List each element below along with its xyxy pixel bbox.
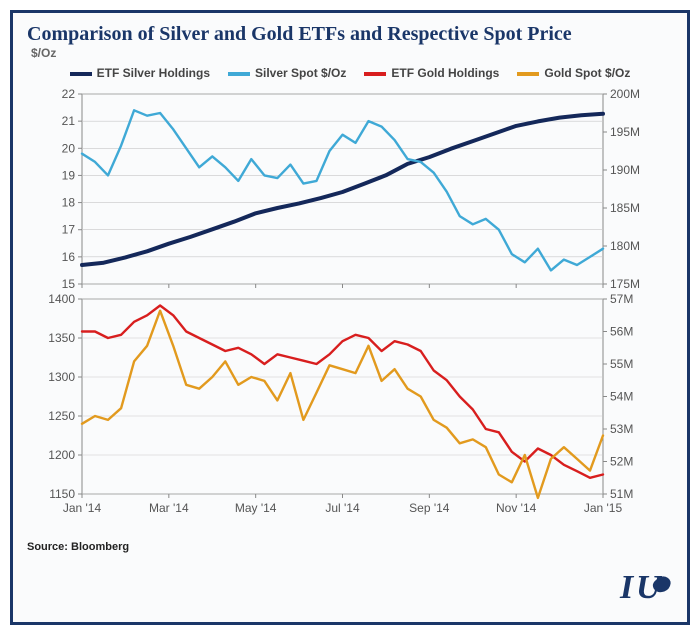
- svg-text:Jan '15: Jan '15: [584, 501, 623, 515]
- svg-text:20: 20: [62, 141, 76, 155]
- svg-text:17: 17: [62, 223, 76, 237]
- legend-swatch: [517, 72, 539, 76]
- svg-text:15: 15: [62, 277, 76, 288]
- svg-text:1150: 1150: [49, 487, 75, 501]
- svg-text:Jul '14: Jul '14: [325, 501, 360, 515]
- svg-text:195M: 195M: [610, 125, 640, 139]
- svg-text:1200: 1200: [48, 448, 75, 462]
- svg-text:May '14: May '14: [235, 501, 277, 515]
- svg-text:175M: 175M: [610, 277, 640, 288]
- svg-text:19: 19: [62, 168, 76, 182]
- figure-frame: Comparison of Silver and Gold ETFs and R…: [10, 10, 690, 625]
- svg-text:57M: 57M: [610, 293, 633, 306]
- gold-chart: 1150 1200 1250 1300 1350 1400 51M 52M 53M 54M 55M 5…: [27, 293, 659, 528]
- legend-item: ETF Silver Holdings: [70, 66, 210, 80]
- svg-text:180M: 180M: [610, 239, 640, 253]
- charts-container: 15 16 17 18 19 20 21 22 175M 180M 185M 190M 195M 200M…: [27, 88, 673, 533]
- figure-root: Comparison of Silver and Gold ETFs and R…: [0, 0, 700, 635]
- legend-label: ETF Silver Holdings: [97, 66, 210, 80]
- svg-text:1350: 1350: [48, 331, 75, 345]
- silver-chart: 15 16 17 18 19 20 21 22 175M 180M 185M 190M 195M 200M: [27, 88, 659, 288]
- legend-swatch: [228, 72, 250, 76]
- svg-text:56M: 56M: [610, 325, 633, 339]
- legend-label: Silver Spot $/Oz: [255, 66, 346, 80]
- legend-item: Silver Spot $/Oz: [228, 66, 346, 80]
- svg-text:1400: 1400: [48, 293, 75, 306]
- svg-text:21: 21: [62, 114, 76, 128]
- legend-swatch: [70, 72, 92, 76]
- svg-text:185M: 185M: [610, 201, 640, 215]
- svg-text:51M: 51M: [610, 487, 633, 501]
- svg-text:Nov '14: Nov '14: [496, 501, 537, 515]
- svg-text:I: I: [619, 569, 635, 606]
- legend-item: ETF Gold Holdings: [364, 66, 499, 80]
- source-label: Source: Bloomberg: [27, 541, 673, 553]
- svg-text:Sep '14: Sep '14: [409, 501, 450, 515]
- y-left-unit-label: $/Oz: [31, 46, 673, 60]
- legend-swatch: [364, 72, 386, 76]
- svg-text:16: 16: [62, 250, 76, 264]
- chart-title: Comparison of Silver and Gold ETFs and R…: [27, 23, 673, 46]
- svg-text:22: 22: [62, 88, 76, 101]
- svg-text:Jan '14: Jan '14: [63, 501, 102, 515]
- svg-text:18: 18: [62, 196, 76, 210]
- svg-text:200M: 200M: [610, 88, 640, 101]
- series-etf-gold-holdings: [82, 306, 603, 478]
- svg-text:1250: 1250: [48, 409, 75, 423]
- svg-text:190M: 190M: [610, 163, 640, 177]
- svg-text:Mar '14: Mar '14: [149, 501, 189, 515]
- svg-text:55M: 55M: [610, 357, 633, 371]
- svg-text:53M: 53M: [610, 422, 633, 436]
- publisher-logo: I U: [618, 562, 678, 615]
- legend-item: Gold Spot $/Oz: [517, 66, 630, 80]
- svg-text:52M: 52M: [610, 455, 633, 469]
- legend-label: ETF Gold Holdings: [391, 66, 499, 80]
- svg-text:54M: 54M: [610, 390, 633, 404]
- legend: ETF Silver Holdings Silver Spot $/Oz ETF G…: [27, 64, 673, 82]
- svg-text:1300: 1300: [48, 370, 75, 384]
- series-gold-spot-oz: [82, 311, 603, 498]
- legend-label: Gold Spot $/Oz: [544, 66, 630, 80]
